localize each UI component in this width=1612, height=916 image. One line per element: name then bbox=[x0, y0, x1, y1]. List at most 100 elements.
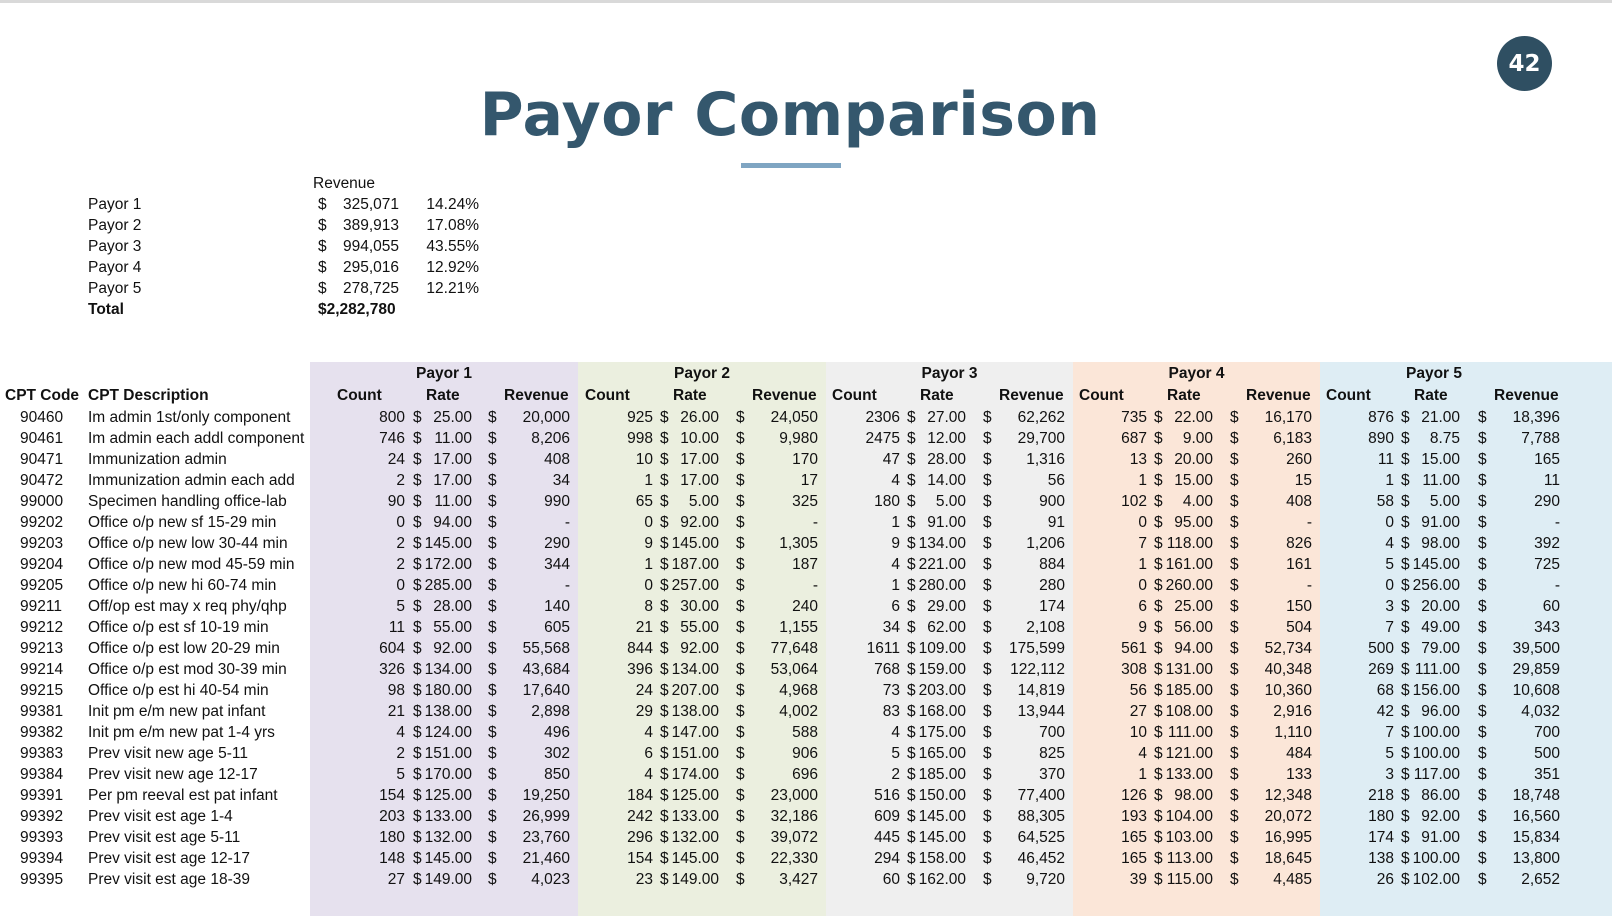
currency-symbol: $ bbox=[983, 640, 992, 657]
column-header-count: Count bbox=[585, 387, 630, 404]
rate-cell: 92.00 bbox=[680, 640, 719, 657]
currency-symbol: $ bbox=[1478, 661, 1487, 678]
currency-symbol: $ bbox=[1154, 724, 1163, 741]
revenue-cell: 260 bbox=[1286, 451, 1312, 468]
count-cell: 27 bbox=[387, 871, 405, 888]
currency-symbol: $ bbox=[413, 766, 422, 783]
count-cell: 242 bbox=[627, 808, 653, 825]
count-cell: 7 bbox=[1385, 724, 1394, 741]
currency-symbol: $ bbox=[1154, 535, 1163, 552]
currency-symbol: $ bbox=[1154, 430, 1163, 447]
revenue-cell: 12,348 bbox=[1264, 787, 1312, 804]
count-cell: 5 bbox=[1385, 745, 1394, 762]
currency-symbol: $ bbox=[1154, 409, 1163, 426]
revenue-cell: 15,834 bbox=[1512, 829, 1560, 846]
column-header-revenue: Revenue bbox=[752, 387, 817, 404]
rate-cell: 17.00 bbox=[433, 451, 472, 468]
currency-symbol: $ bbox=[1478, 535, 1487, 552]
revenue-cell: 696 bbox=[792, 766, 818, 783]
currency-symbol: $ bbox=[1478, 577, 1487, 594]
summary-header: Revenue bbox=[313, 175, 376, 192]
rate-cell: 21.00 bbox=[1421, 409, 1460, 426]
currency-symbol: $ bbox=[660, 556, 669, 573]
column-header-rate: Rate bbox=[426, 387, 460, 404]
currency-symbol: $ bbox=[1478, 556, 1487, 573]
currency-symbol: $ bbox=[907, 766, 916, 783]
currency-symbol: $ bbox=[736, 619, 745, 636]
currency-symbol: $ bbox=[907, 514, 916, 531]
currency-symbol: $ bbox=[1401, 808, 1410, 825]
table-row: 99212 Office o/p est sf 10-19 min 11 $55.00… bbox=[0, 617, 1612, 638]
currency-symbol: $ bbox=[1401, 472, 1410, 489]
count-cell: 925 bbox=[627, 409, 653, 426]
revenue-cell: 4,023 bbox=[531, 871, 570, 888]
count-cell: 294 bbox=[874, 850, 900, 867]
currency-symbol: $ bbox=[983, 409, 992, 426]
cpt-description-cell: Im admin each addl component bbox=[88, 430, 305, 447]
count-cell: 0 bbox=[1385, 577, 1394, 594]
count-cell: 23 bbox=[635, 871, 653, 888]
payor-4-band bbox=[1073, 362, 1320, 916]
payor-5-band bbox=[1320, 362, 1612, 916]
currency-symbol: $ bbox=[488, 829, 497, 846]
revenue-cell: 165 bbox=[1534, 451, 1560, 468]
count-cell: 165 bbox=[1121, 850, 1147, 867]
rate-cell: 124.00 bbox=[424, 724, 472, 741]
currency-symbol: $ bbox=[488, 850, 497, 867]
currency-symbol: $ bbox=[660, 535, 669, 552]
count-cell: 34 bbox=[882, 619, 900, 636]
count-cell: 9 bbox=[1138, 619, 1147, 636]
currency-symbol: $ bbox=[488, 808, 497, 825]
currency-symbol: $ bbox=[736, 514, 745, 531]
revenue-cell: 39,072 bbox=[770, 829, 818, 846]
currency-symbol: $ bbox=[488, 661, 497, 678]
currency-symbol: $ bbox=[736, 451, 745, 468]
count-cell: 1 bbox=[891, 514, 900, 531]
currency-symbol: $ bbox=[1230, 556, 1239, 573]
cpt-code-cell: 90471 bbox=[20, 451, 64, 468]
currency-symbol: $ bbox=[983, 850, 992, 867]
cpt-code-cell: 99212 bbox=[20, 619, 64, 636]
currency-symbol: $ bbox=[413, 745, 422, 762]
revenue-cell: 850 bbox=[544, 766, 570, 783]
revenue-cell: 29,859 bbox=[1512, 661, 1560, 678]
revenue-cell: - bbox=[564, 577, 570, 594]
rate-cell: 98.00 bbox=[1421, 535, 1460, 552]
payor-3-band bbox=[826, 362, 1073, 916]
rate-cell: 104.00 bbox=[1165, 808, 1213, 825]
revenue-cell: - bbox=[564, 514, 570, 531]
currency-symbol: $ bbox=[1154, 703, 1163, 720]
summary-row: Payor 5 $ 278,725 12.21% bbox=[0, 280, 600, 301]
currency-symbol: $ bbox=[1154, 787, 1163, 804]
revenue-cell: 10,608 bbox=[1512, 682, 1560, 699]
rate-cell: 92.00 bbox=[680, 514, 719, 531]
count-cell: 0 bbox=[1138, 577, 1147, 594]
revenue-cell: 16,995 bbox=[1264, 829, 1312, 846]
revenue-cell: 133 bbox=[1286, 766, 1312, 783]
revenue-cell: 24,050 bbox=[770, 409, 818, 426]
currency-symbol: $ bbox=[736, 598, 745, 615]
rate-cell: 103.00 bbox=[1165, 829, 1213, 846]
payor-title: Payor 5 bbox=[1405, 365, 1462, 382]
currency-symbol: $ bbox=[983, 745, 992, 762]
rate-cell: 86.00 bbox=[1421, 787, 1460, 804]
summary-row: Payor 2 $ 389,913 17.08% bbox=[0, 217, 600, 238]
currency-symbol: $ bbox=[907, 745, 916, 762]
count-cell: 180 bbox=[379, 829, 405, 846]
currency-symbol: $ bbox=[1154, 745, 1163, 762]
count-cell: 4 bbox=[396, 724, 405, 741]
count-cell: 193 bbox=[1121, 808, 1147, 825]
revenue-cell: 290 bbox=[544, 535, 570, 552]
table-row: 99211 Off/op est may x req phy/qhp 5 $28.00… bbox=[0, 596, 1612, 617]
revenue-cell: 77,648 bbox=[770, 640, 818, 657]
currency-symbol: $ bbox=[488, 703, 497, 720]
cpt-description-cell: Immunization admin each add bbox=[88, 472, 295, 489]
currency-symbol: $ bbox=[983, 871, 992, 888]
currency-symbol: $ bbox=[488, 451, 497, 468]
rate-cell: 125.00 bbox=[424, 787, 472, 804]
rate-cell: 117.00 bbox=[1413, 766, 1460, 783]
currency-symbol: $ bbox=[413, 640, 422, 657]
summary-amount: 278,725 bbox=[342, 280, 399, 297]
rate-cell: 28.00 bbox=[927, 451, 966, 468]
rate-cell: 132.00 bbox=[671, 829, 719, 846]
